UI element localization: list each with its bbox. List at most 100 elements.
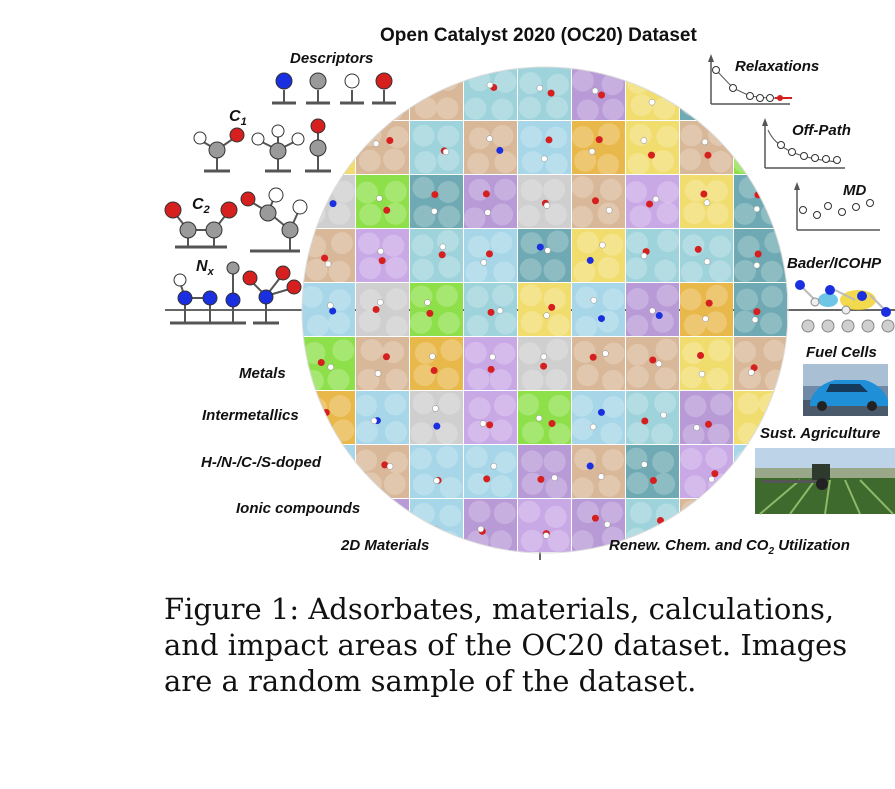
atom-sphere xyxy=(548,423,571,446)
mosaic-tile xyxy=(680,67,733,120)
atom-sphere xyxy=(573,261,596,284)
bader-icohp-icon xyxy=(795,280,895,333)
atom-sphere xyxy=(414,96,437,119)
atom-sphere xyxy=(383,148,406,171)
atom-sphere xyxy=(521,421,544,444)
adsorbate-atom xyxy=(697,351,705,359)
mosaic-tile xyxy=(734,283,787,336)
hydrogen-atom xyxy=(489,353,496,361)
atom-sphere xyxy=(465,446,488,469)
atom-sphere xyxy=(521,151,544,174)
mosaic-tile xyxy=(410,229,463,282)
adsorbate-atom xyxy=(496,146,504,154)
atom-sphere xyxy=(437,312,460,335)
hydrogen-atom xyxy=(376,195,383,202)
adsorbate-atom xyxy=(694,245,702,253)
atom-sphere xyxy=(680,261,703,284)
adsorbate-atom xyxy=(586,256,594,264)
adsorbate-atom xyxy=(485,250,493,258)
atom-sphere xyxy=(705,180,728,203)
atom-sphere xyxy=(571,477,594,500)
atom-sphere xyxy=(414,151,437,174)
adsorbate-atom xyxy=(328,522,336,530)
adsorbate-atom xyxy=(382,353,390,361)
hydrogen-atom xyxy=(424,299,431,306)
atom-sphere xyxy=(571,69,594,92)
atom-sphere xyxy=(493,502,516,525)
atom-sphere xyxy=(382,234,405,257)
atom-sphere xyxy=(384,421,407,444)
adsorbate-atom xyxy=(426,309,434,317)
atom-sphere xyxy=(359,289,382,312)
atom-sphere xyxy=(760,312,783,335)
atom-sphere xyxy=(656,202,679,225)
hydrogen-atom xyxy=(655,360,663,368)
atom-sphere xyxy=(384,393,407,416)
hydrogen-atom xyxy=(477,525,485,533)
adsorbate-atom xyxy=(641,417,649,425)
atom-sphere xyxy=(436,97,459,120)
atom-sphere xyxy=(656,230,679,253)
atom-sphere xyxy=(651,310,674,333)
atom-sphere xyxy=(302,418,325,441)
atom-sphere xyxy=(494,451,517,474)
atom-sphere xyxy=(520,311,543,334)
adsorbate-atom xyxy=(586,462,594,470)
atom-sphere xyxy=(520,450,543,473)
atom-sphere xyxy=(548,394,571,417)
hydrogen-atom xyxy=(702,315,709,323)
atom-sphere xyxy=(679,148,702,171)
atom-sphere xyxy=(491,98,514,121)
atom-sphere xyxy=(414,342,437,365)
hydrogen-atom xyxy=(480,259,487,266)
hydrogen-atom xyxy=(370,417,378,425)
atom-sphere xyxy=(545,126,568,149)
atom-sphere xyxy=(655,69,678,92)
atom-sphere xyxy=(437,180,460,203)
adsorbate-atom xyxy=(387,522,395,530)
material-ionic: Ionic compounds xyxy=(236,500,361,517)
atom-sphere xyxy=(520,232,543,255)
atom-sphere xyxy=(438,392,461,415)
material-metals: Metals xyxy=(239,365,286,382)
atom-sphere xyxy=(733,151,756,174)
atom-sphere xyxy=(629,501,652,524)
atom-sphere xyxy=(357,232,380,255)
atom-sphere xyxy=(468,500,491,523)
atom-sphere xyxy=(519,258,542,281)
adsorbate-atom xyxy=(536,243,544,251)
atom-sphere xyxy=(546,338,569,361)
atom-sphere xyxy=(518,96,541,119)
atom-sphere xyxy=(302,526,324,549)
atom-sphere xyxy=(734,340,757,363)
adsorbate-atom xyxy=(486,421,494,429)
atom-sphere xyxy=(327,122,350,145)
atom-sphere xyxy=(575,286,598,309)
hydrogen-atom xyxy=(386,463,394,470)
atom-sphere xyxy=(520,125,543,148)
hydrogen-atom xyxy=(442,148,450,156)
atom-sphere xyxy=(705,311,728,334)
atom-sphere xyxy=(412,176,435,199)
atom-sphere xyxy=(543,259,566,282)
atom-sphere xyxy=(332,339,355,362)
atom-sphere xyxy=(629,123,652,146)
hydrogen-atom xyxy=(751,147,759,155)
hydrogen-atom xyxy=(496,307,504,314)
atom-sphere xyxy=(602,98,625,121)
atom-sphere xyxy=(706,367,729,390)
app-fuel-cells: Fuel Cells xyxy=(806,344,877,361)
mosaic-tile xyxy=(356,229,409,282)
atom-sphere xyxy=(490,231,513,254)
atom-sphere xyxy=(467,235,490,258)
atom-sphere xyxy=(654,259,677,282)
hydrogen-atom xyxy=(603,521,611,528)
atom-sphere xyxy=(626,287,649,310)
atom-sphere xyxy=(381,502,404,525)
mosaic-tile xyxy=(410,445,463,498)
hydrogen-atom xyxy=(486,81,494,89)
atom-sphere xyxy=(737,235,760,258)
mosaic-tile xyxy=(410,175,463,228)
atom-sphere xyxy=(436,446,459,469)
adsorbate-atom xyxy=(326,475,334,483)
